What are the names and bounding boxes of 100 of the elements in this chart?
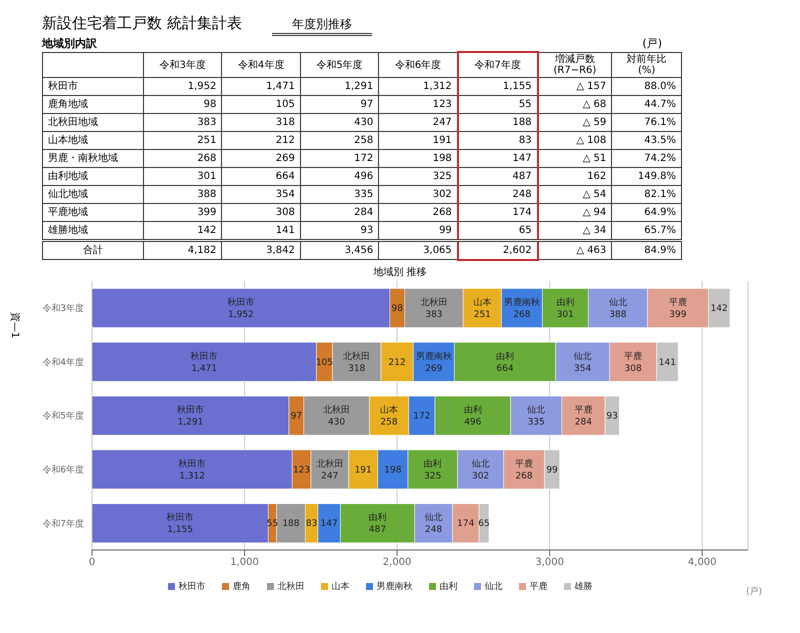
data-label: 308: [624, 363, 642, 374]
text: 山本: [473, 298, 492, 308]
text: 64.9%: [612, 203, 682, 221]
data-label: 98: [392, 304, 404, 314]
text: △ 68: [538, 95, 612, 113]
text: 秋田市: [178, 458, 206, 469]
legend-label: 山本: [330, 580, 350, 592]
text: 雄勝地域: [42, 221, 144, 240]
text: 284: [354, 206, 374, 218]
data-label: 1,471: [191, 363, 218, 374]
text: 664: [276, 170, 295, 182]
text: 山本: [380, 405, 398, 416]
category-label: 令和3年度: [160, 60, 206, 70]
data-label: 399: [669, 310, 687, 320]
data-label: 664: [496, 363, 514, 374]
text: 仙北: [472, 458, 490, 469]
data-label: 99: [546, 464, 558, 475]
data-label: 284: [574, 417, 592, 428]
text: 男鹿南秋: [504, 298, 540, 308]
text: 仙北: [527, 405, 546, 416]
text: 秋田市: [166, 512, 194, 523]
x-tick-label: 2,000: [382, 556, 412, 568]
text: 76.1%: [612, 113, 682, 131]
data-label: 65: [478, 518, 490, 529]
text: 由利: [464, 405, 482, 416]
text: 162: [538, 167, 612, 185]
text: 65: [518, 224, 532, 236]
text: 1,471: [266, 80, 295, 92]
data-label: 191: [354, 464, 372, 475]
data-label: 123: [292, 464, 310, 475]
text: 248: [512, 188, 532, 200]
text: 地域別 推移: [372, 266, 428, 278]
text: 増減戸数 (R7−R6): [538, 52, 612, 77]
text: 山本地域: [42, 131, 144, 149]
text: △ 94: [538, 203, 612, 221]
text: 198: [432, 152, 452, 164]
text: 268: [197, 152, 216, 164]
text: 1,952: [188, 80, 216, 92]
legend-label: 由利: [438, 580, 458, 592]
data-label: 142: [710, 304, 728, 314]
text: 資—1: [8, 312, 22, 338]
legend-label: 雄勝: [574, 580, 592, 592]
text: 平鹿: [515, 458, 534, 469]
data-label: 83: [306, 518, 318, 529]
data-label: 141: [658, 357, 676, 368]
text: 487: [512, 170, 532, 182]
text: 268: [432, 206, 452, 218]
text: 335: [354, 188, 374, 200]
text: 383: [197, 116, 216, 128]
text: 318: [276, 116, 295, 128]
data-label: 147: [320, 518, 338, 529]
text: 88.0%: [612, 77, 682, 95]
data-label: 496: [464, 417, 482, 428]
data-label: 248: [424, 524, 442, 535]
text: △ 34: [538, 221, 612, 240]
text: 男鹿・南秋地域: [42, 149, 144, 167]
text: △ 51: [538, 149, 612, 167]
legend-label: 秋田市: [178, 580, 206, 592]
text: 秋田市: [176, 405, 204, 416]
text: (戸): [642, 36, 662, 51]
x-tick-label: 4,000: [688, 556, 717, 568]
chart-title: 新設住宅着工戸数 統計集計表: [42, 14, 242, 33]
text: 由利: [424, 458, 442, 469]
text: △ 59: [538, 113, 612, 131]
category-label: 令和4年度: [238, 60, 284, 70]
text: 合計: [42, 240, 144, 260]
text: 3,065: [378, 240, 458, 260]
legend-label: 平鹿: [528, 580, 548, 592]
text: 98: [204, 98, 216, 110]
text: 北秋田: [420, 298, 448, 308]
text: 308: [276, 206, 295, 218]
text: 99: [439, 224, 452, 236]
text: 82.1%: [612, 185, 682, 203]
data-label: 269: [425, 363, 443, 374]
text: 由利: [368, 512, 387, 523]
y-tick-label: 令和6年度: [42, 464, 84, 475]
text: 105: [276, 98, 295, 110]
data-label: 335: [528, 417, 545, 428]
text: 由利: [496, 351, 514, 362]
text: 仙北: [574, 351, 592, 362]
text: 2,602: [458, 240, 538, 260]
data-label: 247: [321, 470, 338, 481]
y-tick-label: 令和7年度: [42, 518, 84, 529]
text: 秋田市: [227, 298, 254, 308]
text: △ 108: [538, 131, 612, 149]
text: 172: [354, 152, 374, 164]
text: 149.8%: [612, 167, 682, 185]
text: 141: [276, 224, 295, 236]
legend-label: 男鹿南秋: [376, 580, 412, 592]
text: 北秋田地域: [42, 113, 144, 131]
data-label: 258: [380, 417, 398, 428]
text: 65.7%: [612, 221, 682, 240]
y-tick-label: 令和5年度: [42, 410, 84, 422]
data-label: 188: [282, 518, 300, 529]
text: 4,182: [144, 240, 222, 260]
text: 325: [432, 170, 452, 182]
text: 北秋田: [343, 351, 370, 362]
data-label: 1,291: [178, 417, 204, 428]
text: 秋田市: [42, 77, 144, 95]
category-label: 令和5年度: [316, 60, 363, 70]
